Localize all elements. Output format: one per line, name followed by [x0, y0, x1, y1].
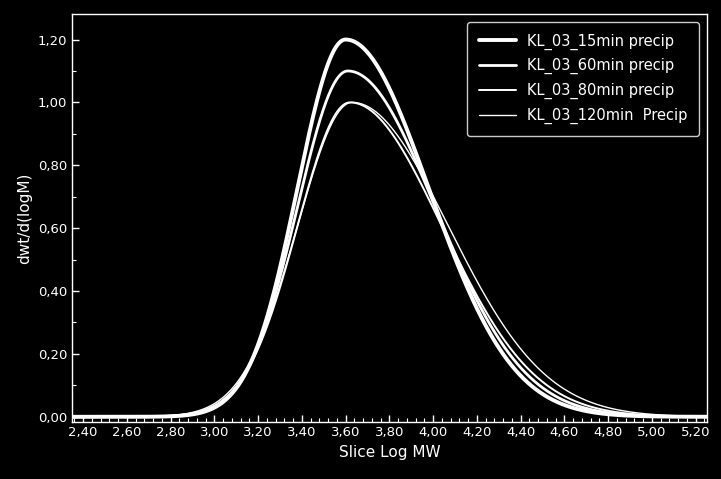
Legend: KL_03_15min precip, KL_03_60min precip, KL_03_80min precip, KL_03_120min  Precip: KL_03_15min precip, KL_03_60min precip, … — [467, 22, 699, 136]
KL_03_60min precip — [68, 414, 76, 420]
KL_03_120min  Precip — [311, 163, 319, 169]
KL_03_15min precip — [341, 37, 350, 43]
KL_03_80min precip — [178, 412, 187, 418]
KL_03_120min  Precip — [140, 414, 149, 420]
KL_03_15min precip — [311, 104, 319, 110]
Line: KL_03_120min  Precip: KL_03_120min Precip — [72, 103, 707, 417]
KL_03_60min precip — [690, 414, 699, 420]
KL_03_80min precip — [311, 161, 319, 167]
KL_03_120min  Precip — [348, 100, 357, 105]
KL_03_60min precip — [339, 70, 348, 76]
KL_03_120min  Precip — [178, 411, 187, 417]
KL_03_80min precip — [339, 103, 348, 108]
X-axis label: Slice Log MW: Slice Log MW — [339, 445, 440, 460]
Line: KL_03_15min precip: KL_03_15min precip — [72, 40, 707, 417]
KL_03_15min precip — [622, 412, 630, 418]
KL_03_60min precip — [622, 412, 630, 418]
KL_03_120min  Precip — [702, 413, 711, 419]
KL_03_60min precip — [311, 133, 319, 138]
KL_03_15min precip — [690, 414, 699, 420]
KL_03_80min precip — [690, 414, 699, 420]
KL_03_120min  Precip — [690, 413, 699, 419]
Y-axis label: dwt/d(logM): dwt/d(logM) — [17, 172, 32, 263]
KL_03_120min  Precip — [68, 414, 76, 420]
KL_03_15min precip — [178, 413, 187, 419]
KL_03_80min precip — [622, 411, 630, 416]
KL_03_60min precip — [702, 414, 711, 420]
KL_03_15min precip — [702, 414, 711, 420]
KL_03_80min precip — [702, 414, 711, 420]
KL_03_80min precip — [140, 414, 149, 420]
KL_03_60min precip — [343, 68, 352, 74]
KL_03_15min precip — [68, 414, 76, 420]
KL_03_80min precip — [68, 414, 76, 420]
KL_03_80min precip — [345, 100, 354, 105]
KL_03_15min precip — [339, 37, 348, 43]
Line: KL_03_80min precip: KL_03_80min precip — [72, 103, 707, 417]
KL_03_120min  Precip — [622, 409, 630, 414]
Line: KL_03_60min precip: KL_03_60min precip — [72, 71, 707, 417]
KL_03_60min precip — [178, 412, 187, 418]
KL_03_120min  Precip — [339, 104, 348, 110]
KL_03_15min precip — [140, 414, 149, 420]
KL_03_60min precip — [140, 414, 149, 420]
